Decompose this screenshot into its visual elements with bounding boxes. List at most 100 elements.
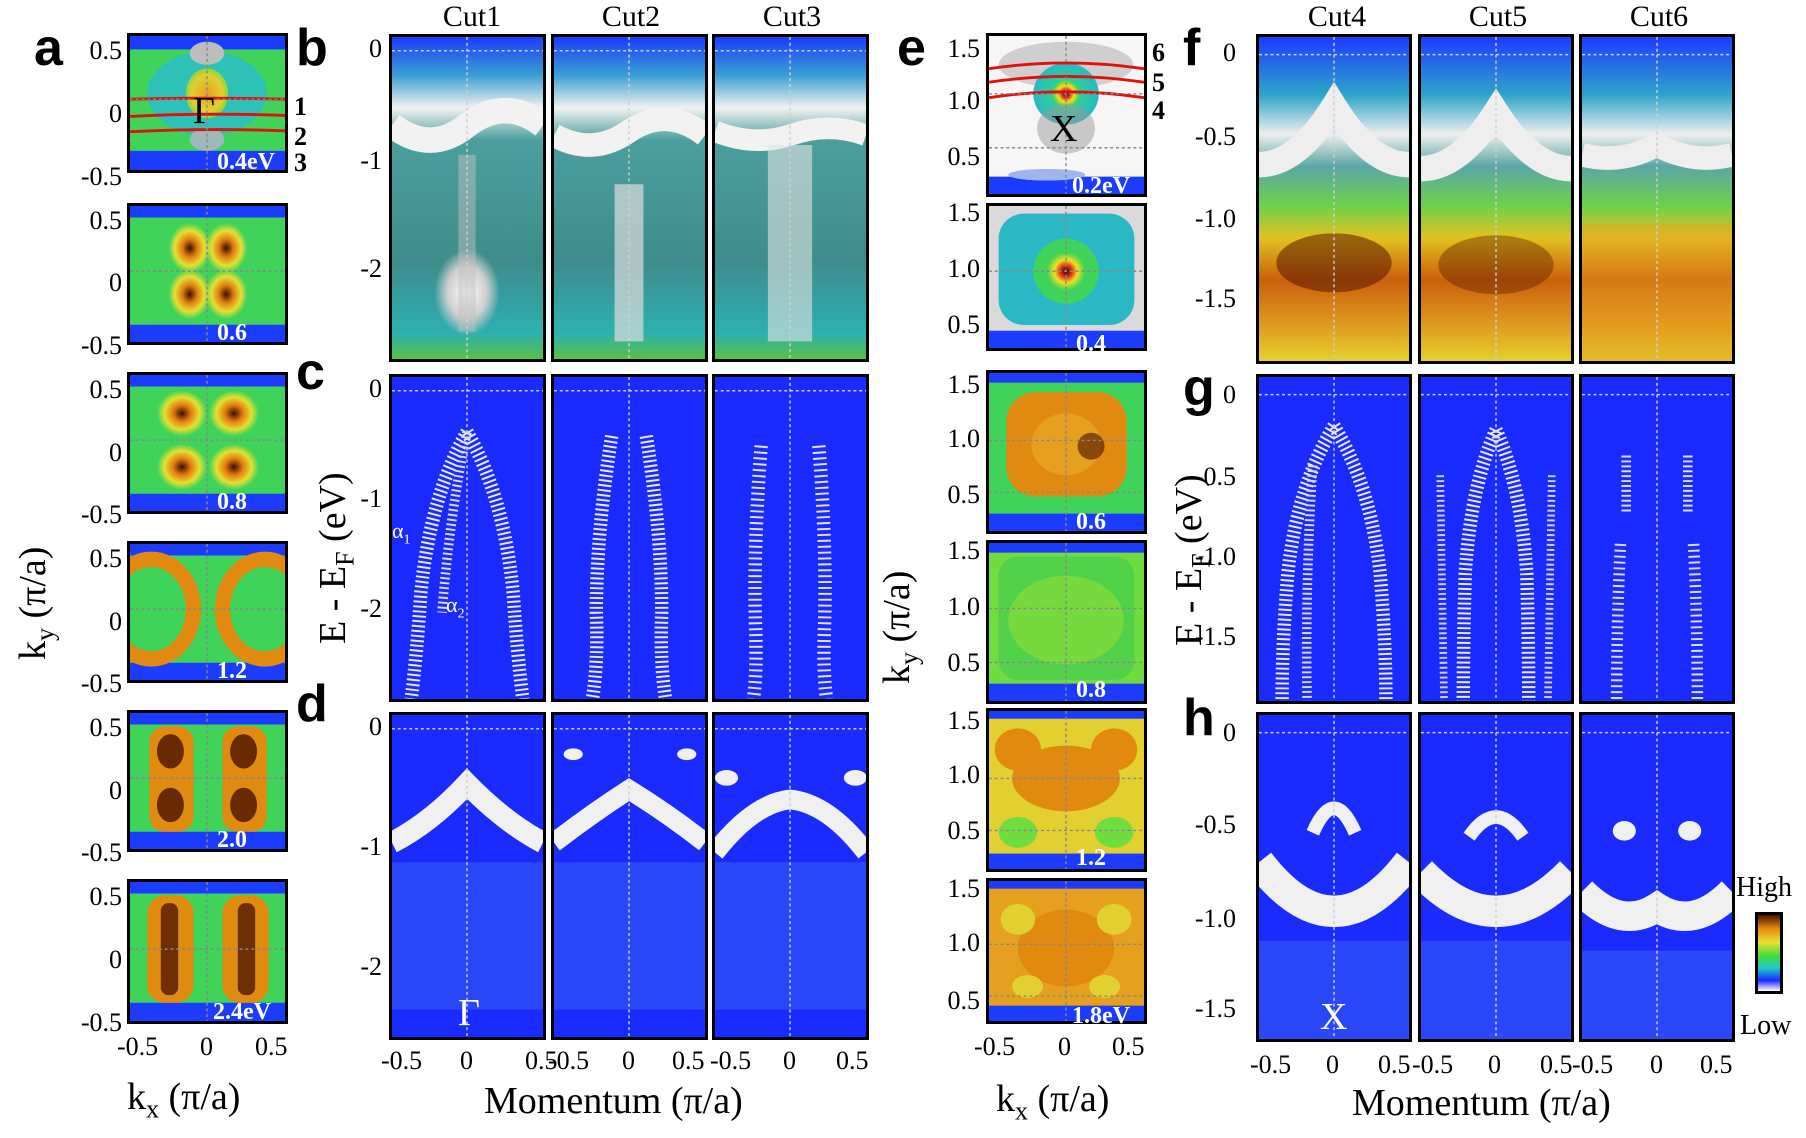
xtick-cut4-0: -0.5 (1250, 1050, 1292, 1079)
map-a-0p4 (127, 33, 288, 173)
colorbar-gradient (1755, 912, 1783, 994)
panel-letter-a: a (34, 19, 63, 77)
map-a-0p6 (127, 203, 288, 345)
ytick-e-5-c: 0.5 (947, 986, 981, 1015)
cut4-h (1256, 712, 1412, 1042)
ylabel-a: ky (π/a) (12, 546, 60, 660)
ytick-d-0: 0 (369, 712, 382, 741)
energy-tag-a-2: 0.8 (217, 489, 247, 515)
ytick-c-2: -2 (360, 594, 382, 623)
colorbar-high-label: High (1736, 872, 1792, 903)
energy-tag-e-4: 1.2 (1076, 845, 1106, 871)
column-title-cut2: Cut2 (601, 0, 661, 33)
ytick-a-3-top: 0.5 (89, 544, 123, 573)
xtick-a-1: 0 (200, 1032, 213, 1061)
ytick-h-2: -1.0 (1194, 904, 1236, 933)
cut5-f (1418, 34, 1574, 364)
panel-letter-c: c (296, 343, 325, 401)
ytick-e-3-a: 1.5 (947, 536, 981, 565)
ytick-h-1: -0.5 (1194, 810, 1236, 839)
column-title-cut3: Cut3 (762, 0, 822, 33)
ytick-a-5-bot: -0.5 (80, 1008, 122, 1037)
xtick-cut3-1: 0 (783, 1046, 796, 1075)
ytick-g-1: -0.5 (1194, 462, 1236, 491)
ytick-e-5-a: 1.5 (947, 874, 981, 903)
energy-tag-e-0: 0.2eV (1072, 173, 1130, 199)
xtick-e-1: 0 (1058, 1032, 1071, 1061)
xlabel-a: kx (π/a) (127, 1076, 241, 1124)
cut6-h (1579, 712, 1735, 1042)
energy-tag-a-4: 2.0 (217, 827, 247, 853)
xtick-e-0: -0.5 (974, 1032, 1016, 1061)
ytick-c-0: 0 (369, 374, 382, 403)
ytick-g-3: -1.5 (1194, 622, 1236, 651)
ytick-h-0: 0 (1223, 718, 1236, 747)
map-a-2p0 (127, 710, 288, 852)
xtick-cut1-1: 0 (460, 1046, 473, 1075)
xtick-e-2: 0.5 (1112, 1032, 1145, 1061)
cut-number-1: 1 (294, 92, 307, 121)
xtick-cut2-0: -0.5 (548, 1046, 590, 1075)
xtick-cut6-1: 0 (1650, 1050, 1663, 1079)
cut6-g (1579, 374, 1735, 704)
cut3-b (712, 34, 869, 362)
cut1-b (389, 34, 546, 362)
ytick-a-2-bot: -0.5 (80, 500, 122, 529)
ytick-e-4-b: 1.0 (947, 760, 981, 789)
ytick-b-1: -1 (360, 146, 382, 175)
xtick-cut5-2: 0.5 (1540, 1050, 1573, 1079)
ytick-c-1: -1 (360, 484, 382, 513)
ytick-e-1-c: 0.5 (947, 310, 981, 339)
ytick-f-3: -1.5 (1194, 284, 1236, 313)
ytick-e-1-a: 1.5 (947, 198, 981, 227)
cut2-d (551, 712, 708, 1040)
ylabel-right-cuts: E - EF (eV) (1168, 474, 1216, 646)
xtick-cut1-2: 0.5 (525, 1046, 558, 1075)
map-e-1p2 (986, 708, 1147, 872)
xtick-cut3-0: -0.5 (710, 1046, 752, 1075)
ytick-e-3-c: 0.5 (947, 648, 981, 677)
ytick-a-3-bot: -0.5 (80, 669, 122, 698)
xlabel-left-cuts: Momentum (π/a) (484, 1080, 743, 1122)
xtick-cut3-2: 0.5 (836, 1046, 869, 1075)
ytick-a-2-top: 0.5 (89, 375, 123, 404)
energy-tag-a-3: 1.2 (217, 658, 247, 684)
ytick-e-2-a: 1.5 (947, 370, 981, 399)
ytick-e-4-c: 0.5 (947, 816, 981, 845)
gamma-marker-d: Γ (458, 992, 480, 1034)
ytick-a-4-bot: -0.5 (80, 838, 122, 867)
cut3-d (712, 712, 869, 1040)
panel-letter-g: g (1183, 359, 1215, 417)
energy-tag-a-5: 2.4eV (213, 999, 271, 1025)
energy-tag-e-1: 0.4 (1076, 331, 1106, 357)
panel-letter-b: b (296, 19, 328, 77)
cut-number-5: 5 (1152, 68, 1165, 97)
ytick-a-1-top: 0.5 (89, 206, 123, 235)
cut-number-2: 2 (294, 122, 307, 151)
cut3-c (712, 374, 869, 702)
cut2-b (551, 34, 708, 362)
ytick-b-2: -2 (360, 254, 382, 283)
panel-letter-d: d (296, 675, 328, 733)
energy-tag-e-5: 1.8eV (1072, 1003, 1130, 1029)
map-a-0p8 (127, 372, 288, 514)
column-title-cut1: Cut1 (442, 0, 502, 33)
cut-number-3: 3 (294, 148, 307, 177)
ytick-a-1-mid: 0 (109, 268, 122, 297)
xtick-cut6-0: -0.5 (1572, 1050, 1614, 1079)
ytick-f-0: 0 (1223, 38, 1236, 67)
panel-letter-f: f (1183, 19, 1201, 77)
ytick-a-1-bot: -0.5 (80, 331, 122, 360)
x-marker-e: X (1050, 108, 1078, 150)
panel-letter-h: h (1183, 689, 1215, 747)
cut5-g (1418, 374, 1574, 704)
ytick-f-1: -0.5 (1194, 122, 1236, 151)
cut2-c (551, 374, 708, 702)
ytick-a-2-mid: 0 (109, 438, 122, 467)
xtick-a-0: -0.5 (117, 1032, 159, 1061)
ytick-a-0-mid: 0 (109, 99, 122, 128)
xtick-cut2-2: 0.5 (672, 1046, 705, 1075)
ytick-b-0: 0 (369, 34, 382, 63)
map-e-0p2 (986, 33, 1147, 197)
map-e-1p8 (986, 878, 1147, 1024)
